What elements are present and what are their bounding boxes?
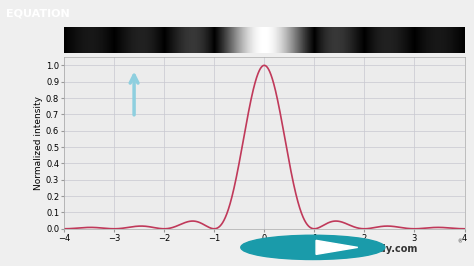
- Text: Study.com: Study.com: [360, 244, 418, 254]
- Y-axis label: Normalized intensity: Normalized intensity: [34, 96, 43, 190]
- Text: ®: ®: [457, 239, 462, 244]
- Text: EQUATION: EQUATION: [6, 8, 69, 18]
- Polygon shape: [316, 240, 358, 254]
- Circle shape: [241, 235, 385, 260]
